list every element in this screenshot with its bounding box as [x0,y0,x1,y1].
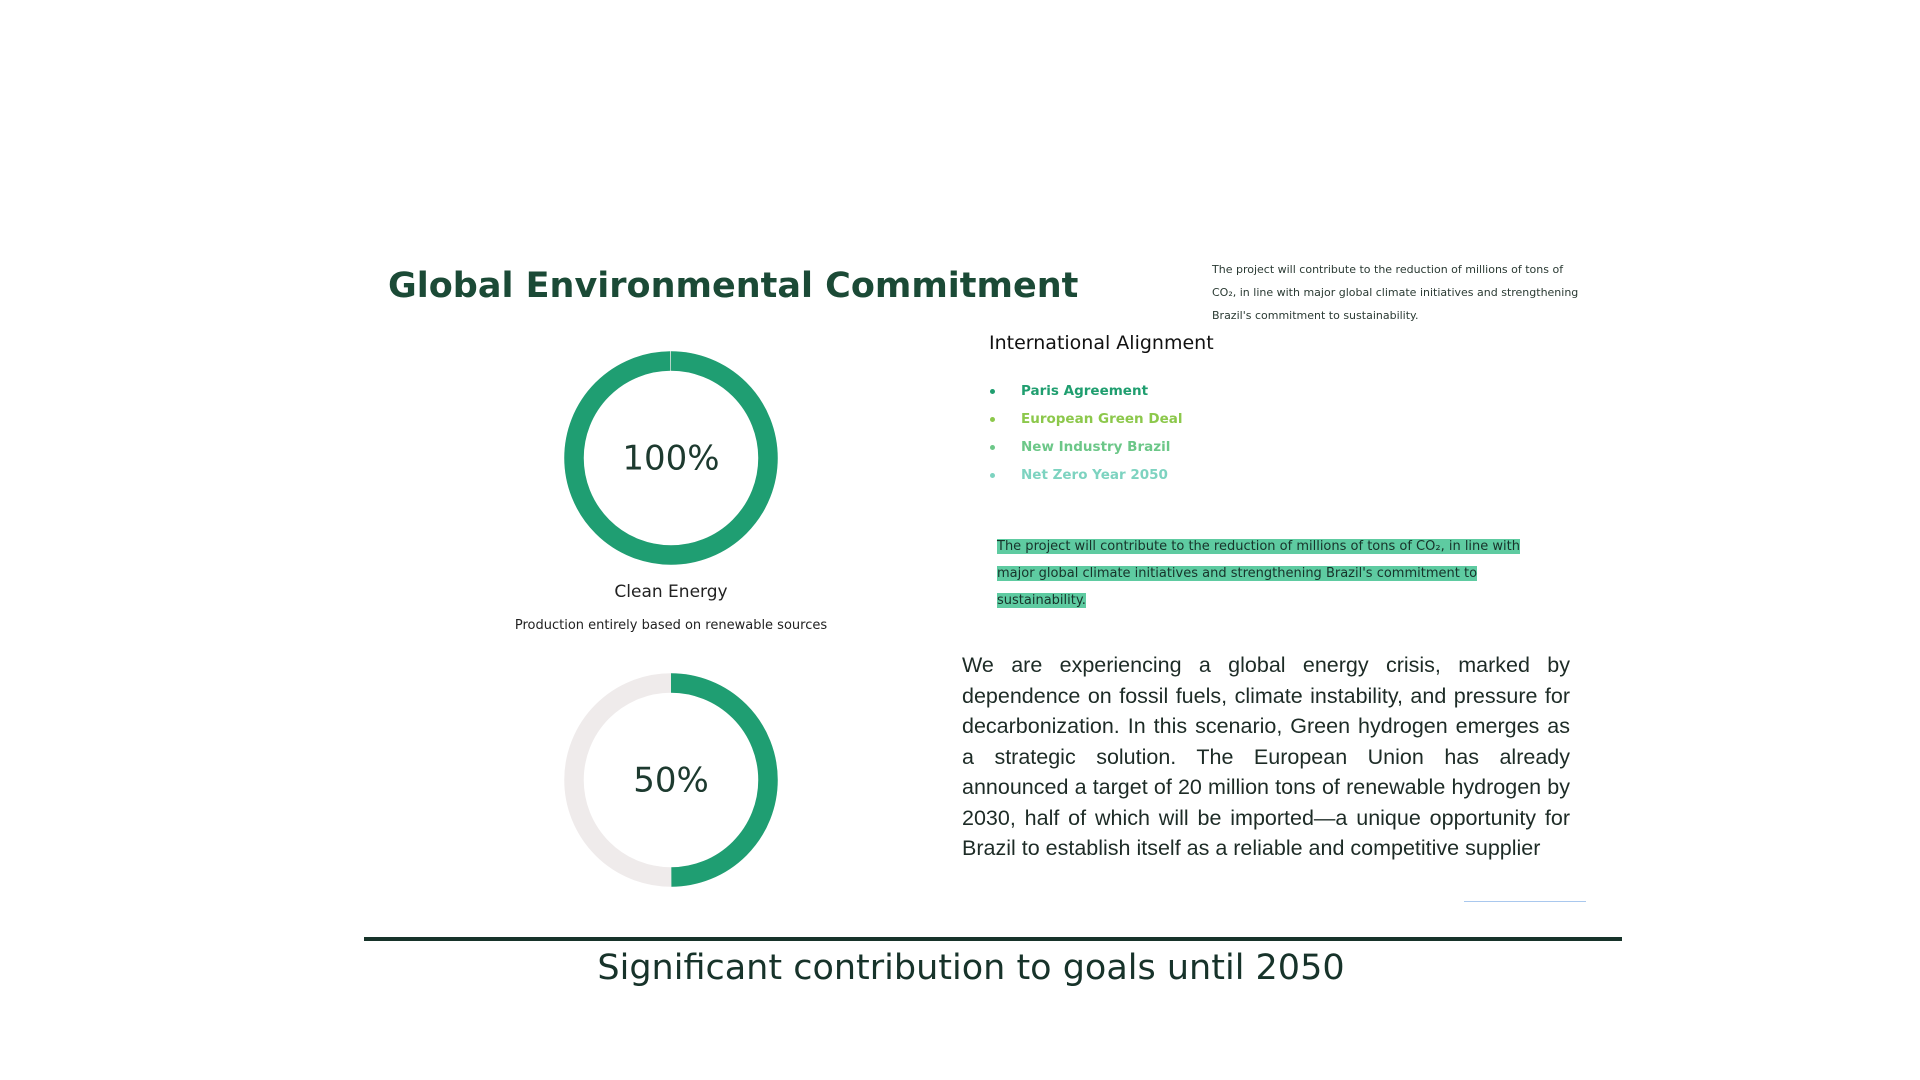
gauge-arc [564,351,778,565]
gauge-arc [564,673,778,887]
gauge-label: 100% [622,439,719,479]
gauge-description: Production entirely based on renewable s… [514,618,828,633]
decor-line [1464,901,1586,902]
bullet [990,389,995,394]
intro-note: The project will contribute to the reduc… [1212,263,1579,322]
gauge-caption: Clean Energy [614,582,728,602]
bullet [990,417,995,422]
alignment-item: European Green Deal [990,405,1182,433]
highlight-box: The project will contribute to the reduc… [997,533,1527,614]
alignment-item: New Industry Brazil [990,433,1182,461]
title: Global Environmental Commitment [388,266,1079,306]
alignment-list: Paris Agreement European Green Deal New In… [990,377,1182,489]
gauge-label: 50% [633,761,709,801]
bullet [990,473,995,478]
bullet [990,445,995,450]
body-text: We are experiencing a global energy cris… [962,653,1570,860]
divider [364,937,1622,941]
alignment-heading: International Alignment [989,332,1214,354]
alignment-item: Net Zero Year 2050 [990,461,1182,489]
footer: Significant contribution to goals until … [597,948,1345,988]
alignment-item: Paris Agreement [990,377,1182,405]
